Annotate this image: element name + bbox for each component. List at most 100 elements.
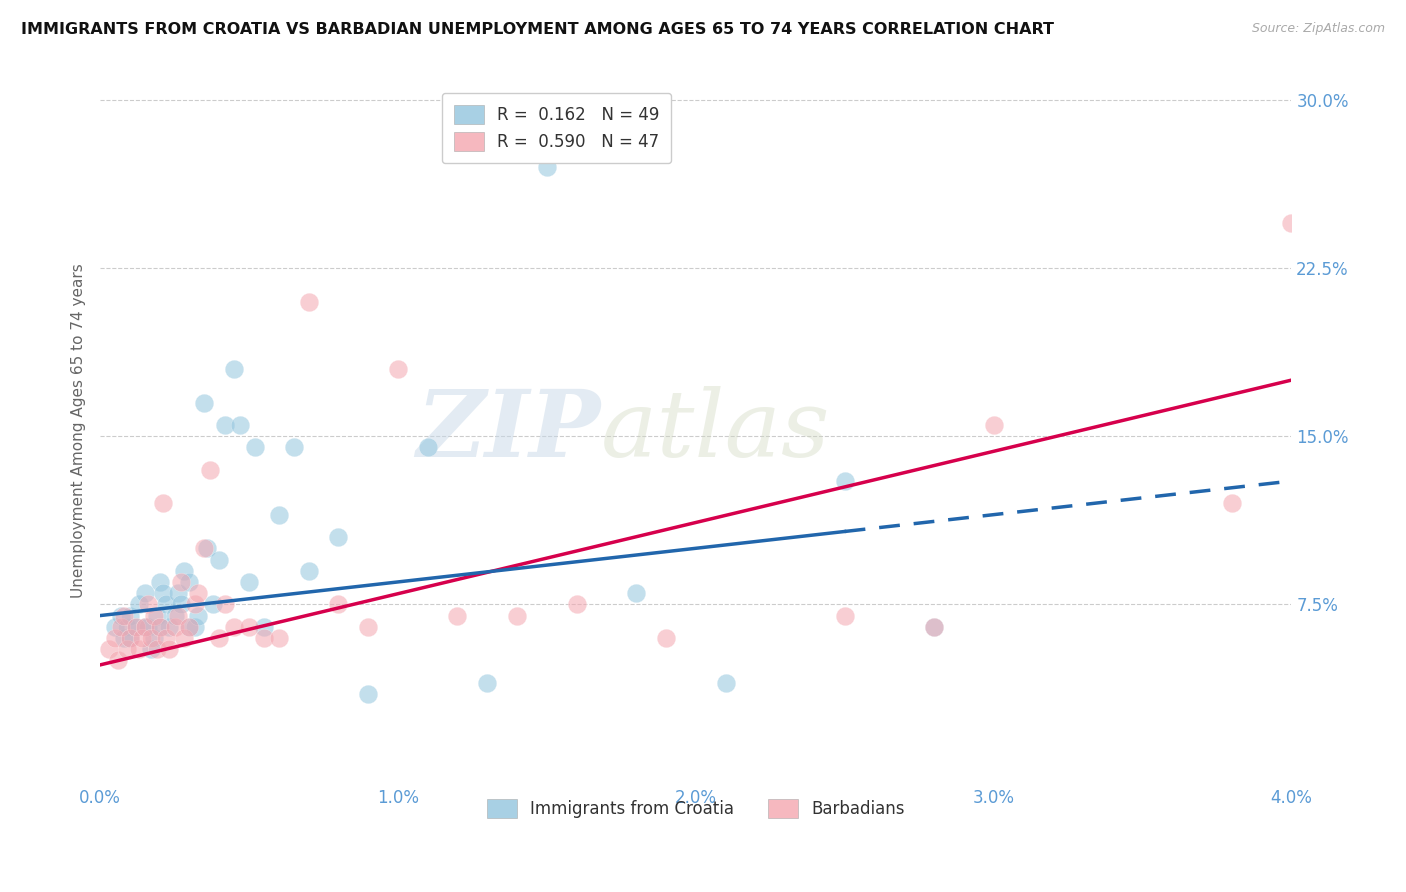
Point bbox=[104, 620, 127, 634]
Point bbox=[128, 598, 150, 612]
Point bbox=[152, 496, 174, 510]
Point bbox=[1279, 216, 1302, 230]
Point bbox=[565, 598, 588, 612]
Point bbox=[179, 574, 201, 589]
Point bbox=[98, 642, 121, 657]
Point bbox=[328, 530, 350, 544]
Point bbox=[229, 417, 252, 432]
Legend: Immigrants from Croatia, Barbadians: Immigrants from Croatia, Barbadians bbox=[481, 792, 911, 825]
Point bbox=[142, 631, 165, 645]
Point bbox=[145, 642, 167, 657]
Point bbox=[416, 441, 439, 455]
Point bbox=[118, 631, 141, 645]
Point bbox=[297, 564, 319, 578]
Point bbox=[134, 586, 156, 600]
Point bbox=[112, 631, 135, 645]
Point bbox=[136, 620, 159, 634]
Point bbox=[243, 441, 266, 455]
Point bbox=[328, 598, 350, 612]
Point bbox=[149, 620, 172, 634]
Point bbox=[139, 642, 162, 657]
Point bbox=[214, 598, 236, 612]
Point bbox=[104, 631, 127, 645]
Point bbox=[193, 395, 215, 409]
Point bbox=[253, 620, 276, 634]
Point bbox=[238, 574, 260, 589]
Point bbox=[134, 620, 156, 634]
Point bbox=[179, 620, 201, 634]
Point bbox=[655, 631, 678, 645]
Point bbox=[125, 620, 148, 634]
Point bbox=[922, 620, 945, 634]
Point bbox=[202, 598, 225, 612]
Point bbox=[166, 586, 188, 600]
Point bbox=[834, 474, 856, 488]
Point bbox=[834, 608, 856, 623]
Text: IMMIGRANTS FROM CROATIA VS BARBADIAN UNEMPLOYMENT AMONG AGES 65 TO 74 YEARS CORR: IMMIGRANTS FROM CROATIA VS BARBADIAN UNE… bbox=[21, 22, 1054, 37]
Point bbox=[193, 541, 215, 556]
Text: ZIP: ZIP bbox=[416, 385, 600, 475]
Text: Source: ZipAtlas.com: Source: ZipAtlas.com bbox=[1251, 22, 1385, 36]
Point bbox=[624, 586, 647, 600]
Point bbox=[283, 441, 305, 455]
Point bbox=[131, 631, 153, 645]
Point bbox=[118, 631, 141, 645]
Y-axis label: Unemployment Among Ages 65 to 74 years: Unemployment Among Ages 65 to 74 years bbox=[72, 263, 86, 598]
Point bbox=[238, 620, 260, 634]
Point bbox=[169, 574, 191, 589]
Point bbox=[983, 417, 1005, 432]
Point bbox=[224, 362, 246, 376]
Point bbox=[357, 620, 380, 634]
Point bbox=[157, 642, 180, 657]
Point bbox=[112, 608, 135, 623]
Point bbox=[208, 552, 231, 566]
Point bbox=[139, 631, 162, 645]
Point bbox=[149, 574, 172, 589]
Point bbox=[297, 294, 319, 309]
Point bbox=[195, 541, 218, 556]
Point bbox=[387, 362, 409, 376]
Point bbox=[110, 608, 132, 623]
Point bbox=[155, 631, 177, 645]
Point bbox=[110, 620, 132, 634]
Point bbox=[125, 620, 148, 634]
Point bbox=[155, 598, 177, 612]
Point bbox=[157, 620, 180, 634]
Point bbox=[115, 620, 138, 634]
Point bbox=[118, 608, 141, 623]
Point bbox=[506, 608, 529, 623]
Point bbox=[357, 687, 380, 701]
Point bbox=[134, 620, 156, 634]
Point bbox=[128, 642, 150, 657]
Point bbox=[446, 608, 468, 623]
Point bbox=[267, 631, 290, 645]
Point bbox=[152, 586, 174, 600]
Point bbox=[163, 620, 186, 634]
Point bbox=[187, 586, 209, 600]
Point bbox=[208, 631, 231, 645]
Point bbox=[169, 598, 191, 612]
Point bbox=[267, 508, 290, 522]
Point bbox=[136, 598, 159, 612]
Point bbox=[184, 620, 207, 634]
Point bbox=[1220, 496, 1243, 510]
Point bbox=[115, 642, 138, 657]
Point bbox=[166, 608, 188, 623]
Point bbox=[173, 631, 195, 645]
Point bbox=[714, 676, 737, 690]
Point bbox=[224, 620, 246, 634]
Point bbox=[149, 620, 172, 634]
Point bbox=[214, 417, 236, 432]
Point bbox=[200, 463, 222, 477]
Point bbox=[477, 676, 499, 690]
Point bbox=[145, 608, 167, 623]
Point bbox=[107, 653, 129, 667]
Point bbox=[187, 608, 209, 623]
Point bbox=[922, 620, 945, 634]
Point bbox=[184, 598, 207, 612]
Point bbox=[536, 160, 558, 174]
Point bbox=[173, 564, 195, 578]
Point bbox=[179, 620, 201, 634]
Point bbox=[163, 608, 186, 623]
Text: atlas: atlas bbox=[600, 385, 830, 475]
